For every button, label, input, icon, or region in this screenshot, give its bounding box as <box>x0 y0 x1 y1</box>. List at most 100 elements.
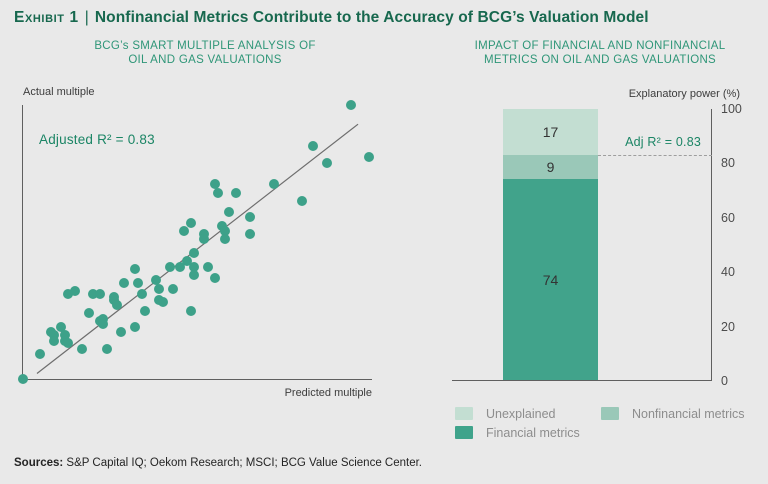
bar-subtitle-line1: IMPACT OF FINANCIAL AND NONFINANCIAL <box>474 40 726 52</box>
scatter-point <box>213 187 224 198</box>
scatter-point <box>98 313 109 324</box>
exhibit-header: Exhibit 1 | Nonfinancial Metrics Contribut… <box>14 9 649 27</box>
legend-label-nonfinancial: Nonfinancial metrics <box>632 406 745 421</box>
scatter-subtitle-line1: BCG’s SMART MULTIPLE ANALYSIS OF <box>94 40 316 52</box>
scatter-point <box>244 228 255 239</box>
bar-y-axis-label: Explanatory power (%) <box>628 88 740 100</box>
legend-label-unexplained: Unexplained <box>486 406 556 421</box>
scatter-point <box>202 261 213 272</box>
nonfinancial-swatch-icon <box>601 407 619 420</box>
scatter-point <box>49 335 60 346</box>
scatter-point <box>115 327 126 338</box>
sources-text: S&P Capital IQ; Oekom Research; MSCI; BC… <box>63 457 422 469</box>
scatter-point <box>182 256 193 267</box>
scatter-point <box>35 349 46 360</box>
scatter-point <box>363 152 374 163</box>
scatter-x-axis-label: Predicted multiple <box>284 387 372 399</box>
scatter-point <box>189 269 199 280</box>
scatter-point <box>56 321 67 332</box>
header-separator: | <box>84 9 89 26</box>
y-tick-label: 40 <box>721 265 735 280</box>
scatter-point <box>321 157 332 168</box>
bar-chart-subtitle: IMPACT OF FINANCIAL AND NONFINANCIAL MET… <box>430 39 768 67</box>
scatter-point <box>220 226 231 237</box>
stacked-bar: 74 9 17 <box>503 109 598 380</box>
bar-segment-value: 17 <box>542 124 559 141</box>
scatter-point <box>150 275 161 286</box>
y-tick-label: 60 <box>721 210 735 225</box>
scatter-y-axis-label: Actual multiple <box>23 86 95 98</box>
scatter-point <box>129 321 140 332</box>
scatter-point <box>199 228 210 239</box>
scatter-point <box>49 330 60 341</box>
y-tick-label: 80 <box>721 156 735 171</box>
scatter-point <box>108 291 119 302</box>
scatter-point <box>133 278 144 289</box>
scatter-point <box>119 278 130 289</box>
bar-plot-area: 74 9 17 Adj R² = 0.83 0 20 40 60 80 100 <box>452 102 742 388</box>
scatter-point <box>230 187 241 198</box>
scatter-chart-subtitle: BCG’s SMART MULTIPLE ANALYSIS OF OIL AND… <box>35 39 375 67</box>
scatter-point <box>178 226 189 237</box>
legend-item-nonfinancial: Nonfinancial metrics <box>601 406 745 421</box>
sources-label: Sources: <box>14 457 64 469</box>
scatter-point <box>297 195 308 206</box>
bar-segment-nonfinancial-metrics: 9 <box>503 155 598 180</box>
scatter-point <box>157 297 168 308</box>
scatter-point <box>84 308 95 319</box>
legend-item-unexplained: Unexplained <box>455 406 556 421</box>
scatter-point <box>129 264 140 275</box>
sources-note: Sources: S&P Capital IQ; Oekom Research;… <box>14 457 422 469</box>
scatter-r2-annotation: Adjusted R² = 0.83 <box>39 132 155 147</box>
exhibit-label: Exhibit 1 <box>14 9 79 26</box>
bar-r2-annotation: Adj R² = 0.83 <box>625 135 701 150</box>
scatter-point <box>168 283 179 294</box>
scatter-point <box>101 343 112 354</box>
scatter-point <box>140 305 151 316</box>
scatter-point <box>185 217 196 228</box>
scatter-point <box>307 141 318 152</box>
scatter-point <box>59 330 70 341</box>
r2-dashed-line <box>598 155 712 157</box>
scatter-point <box>244 212 255 223</box>
legend-label-financial: Financial metrics <box>486 425 580 440</box>
scatter-point <box>209 272 220 283</box>
scatter-plot-area: Adjusted R² = 0.83 <box>18 100 374 384</box>
scatter-point <box>209 179 220 190</box>
financial-swatch-icon <box>455 426 473 439</box>
bar-segment-value: 9 <box>546 159 555 176</box>
scatter-point <box>199 234 210 245</box>
scatter-point <box>94 289 105 300</box>
bar-segment-value: 74 <box>542 271 559 288</box>
legend-item-financial: Financial metrics <box>455 425 580 440</box>
bar-subtitle-line2: METRICS ON OIL AND GAS VALUATIONS <box>483 54 717 66</box>
unexplained-swatch-icon <box>455 407 473 420</box>
y-tick-label: 0 <box>721 374 728 388</box>
scatter-point <box>220 234 231 245</box>
scatter-point <box>154 283 165 294</box>
page-title: Nonfinancial Metrics Contribute to the A… <box>94 9 649 26</box>
scatter-point <box>189 261 199 272</box>
scatter-point <box>269 179 280 190</box>
bar-segment-financial-metrics: 74 <box>503 179 598 380</box>
scatter-point <box>77 343 88 354</box>
scatter-point <box>216 220 227 231</box>
scatter-point <box>70 286 81 297</box>
scatter-point <box>164 261 175 272</box>
scatter-point <box>223 206 234 217</box>
scatter-point <box>63 289 74 300</box>
scatter-point <box>346 100 357 110</box>
scatter-point <box>185 305 196 316</box>
scatter-point <box>189 247 199 258</box>
scatter-point <box>87 289 98 300</box>
y-tick-label: 20 <box>721 319 735 334</box>
bar-y-axis-labels: 0 20 40 60 80 100 <box>711 102 751 388</box>
scatter-point <box>98 319 109 330</box>
scatter-point <box>136 289 147 300</box>
scatter-point <box>112 300 123 311</box>
scatter-point <box>175 261 186 272</box>
scatter-subtitle-line2: OIL AND GAS VALUATIONS <box>128 54 282 66</box>
scatter-point <box>63 338 74 349</box>
y-tick-label: 100 <box>721 102 742 116</box>
